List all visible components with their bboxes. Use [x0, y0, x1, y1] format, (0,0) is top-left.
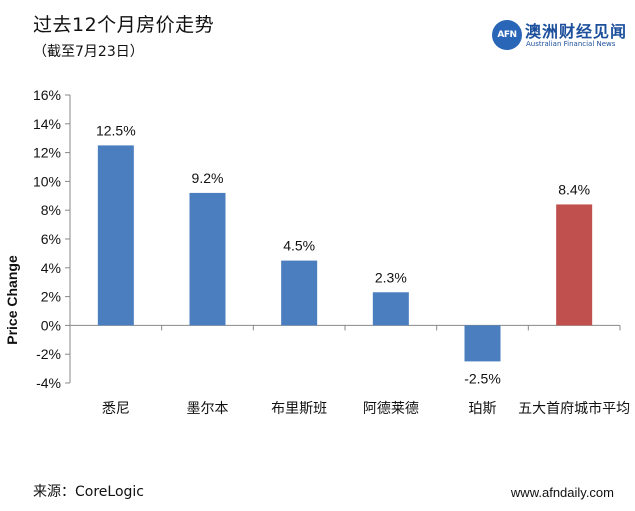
- y-tick-label: -2%: [36, 346, 61, 362]
- category-label-2: 布里斯班: [271, 401, 327, 417]
- bar-5: [556, 204, 593, 326]
- y-tick-label: 2%: [41, 289, 61, 305]
- website-url[interactable]: www.afndaily.com: [510, 485, 614, 500]
- category-label-1: 墨尔本: [187, 401, 229, 417]
- bar-2: [281, 260, 318, 326]
- data-label-0: 12.5%: [96, 122, 136, 138]
- afn-logo: AFN 澳洲财经见闻 Australian Financial News: [492, 18, 628, 52]
- chart-title: 过去12个月房价走势: [33, 14, 215, 36]
- data-label-1: 9.2%: [192, 170, 224, 186]
- category-label-3: 阿德莱德: [363, 401, 419, 417]
- bar-3: [372, 292, 409, 326]
- y-tick-label: 16%: [33, 87, 61, 103]
- y-tick-label: 12%: [33, 145, 61, 161]
- data-label-3: 2.3%: [375, 269, 407, 285]
- y-tick-label: 10%: [33, 173, 61, 189]
- data-label-4: -2.5%: [464, 370, 501, 386]
- y-tick-label: 8%: [41, 202, 61, 218]
- data-label-2: 4.5%: [283, 238, 315, 254]
- chart-subtitle: （截至7月23日）: [33, 44, 144, 60]
- y-tick-label: -4%: [36, 375, 61, 391]
- logo-name: 澳洲财经见闻: [525, 22, 628, 41]
- category-label-0: 悉尼: [102, 401, 130, 417]
- category-label-4: 珀斯: [469, 401, 497, 417]
- y-tick-label: 14%: [33, 116, 61, 132]
- source-note: 来源：CoreLogic: [33, 484, 144, 500]
- bar-1: [189, 192, 226, 326]
- data-label-5: 8.4%: [558, 181, 590, 197]
- y-tick-label: 6%: [41, 231, 61, 247]
- logo-english: Australian Financial News: [526, 40, 616, 48]
- afn-logo-icon: AFN: [492, 20, 522, 50]
- y-tick-label: 0%: [41, 317, 61, 333]
- y-tick-label: 4%: [41, 260, 61, 276]
- bar-0: [97, 145, 134, 326]
- category-label-5: 五大首府城市平均: [518, 400, 630, 417]
- bar-4: [464, 325, 501, 362]
